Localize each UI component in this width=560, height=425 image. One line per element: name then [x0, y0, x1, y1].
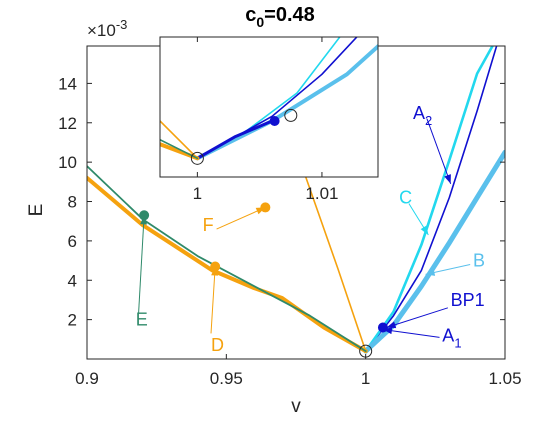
y-exponent-power: -3 — [116, 17, 128, 32]
inset-axes: 1 1.01 — [159, 36, 379, 203]
series-line-c — [364, 46, 494, 353]
x-tick-label: 0.95 — [210, 369, 243, 388]
annotation-arrowhead-5 — [255, 207, 266, 215]
annotation-label-7: D — [211, 335, 224, 355]
x-tick-label: 0.9 — [75, 369, 99, 388]
y-exponent-label: ×10-3 — [87, 17, 127, 40]
y-tick-label: 4 — [68, 271, 77, 290]
inset-series-line-3 — [195, 119, 274, 160]
annotation-arrowhead-3 — [386, 321, 397, 329]
inset-ring-marker-2 — [190, 151, 204, 165]
annotation-label-6: E — [136, 310, 148, 330]
y-tick-label: 6 — [68, 232, 77, 251]
annotation-label-1: C — [399, 187, 412, 207]
y-tick-label: 2 — [68, 311, 77, 330]
inset-series-line-4 — [160, 120, 199, 160]
x-axis-label: v — [291, 396, 301, 417]
svg-text:c0=0.48: c0=0.48 — [245, 4, 315, 30]
title-subscript: 0 — [256, 14, 264, 30]
y-tick-label: 14 — [58, 74, 77, 93]
inset-box — [159, 36, 379, 178]
inset-x-tick-label: 1.01 — [305, 184, 338, 203]
annotation-arrow-4 — [382, 328, 440, 338]
y-tick-label: 12 — [58, 114, 77, 133]
title-base: c — [245, 4, 256, 26]
inset-x-tick-label: 1 — [193, 184, 202, 203]
inset-dot-marker-0 — [269, 116, 280, 126]
annotation-arrowhead-1 — [420, 225, 429, 235]
inset-series-line-6 — [160, 138, 199, 160]
annotation-arrow-6 — [138, 215, 145, 314]
annotation-arrowhead-4 — [382, 327, 393, 335]
annotation-arrow-0 — [426, 118, 452, 184]
series-line-d — [87, 175, 368, 354]
svg-text:×10-3: ×10-3 — [87, 17, 127, 40]
y-exponent-base: ×10 — [87, 21, 116, 40]
annotation-label-2: B — [473, 250, 485, 270]
y-tick-label: 10 — [58, 153, 77, 172]
annotation-label-5: F — [203, 215, 214, 235]
y-axis-label: E — [26, 204, 47, 217]
annotation-label-3: BP1 — [451, 290, 485, 310]
annotation-arrowhead-0 — [444, 174, 451, 184]
y-tick-label: 8 — [68, 193, 77, 212]
annotation-arrowhead-7 — [211, 266, 219, 276]
series-line-a2 — [364, 46, 498, 352]
annotation-arrow-3 — [386, 307, 449, 328]
annotation-label-4: A1 — [442, 325, 461, 350]
annotation-arrowhead-2 — [425, 268, 436, 276]
annotation-arrowhead-6 — [140, 215, 148, 225]
annotation-arrow-7 — [210, 266, 216, 334]
inset-series-line-1 — [195, 44, 378, 161]
annotation-label-0: A2 — [413, 103, 432, 128]
inset-ring-marker-1 — [284, 108, 298, 122]
series-line-e — [87, 165, 367, 353]
title-rest: =0.48 — [264, 4, 315, 26]
x-tick-label: 1 — [361, 369, 370, 388]
title: c0=0.48 — [245, 4, 315, 30]
inset-plot-area — [160, 37, 378, 177]
x-tick-label: 1.05 — [488, 369, 521, 388]
